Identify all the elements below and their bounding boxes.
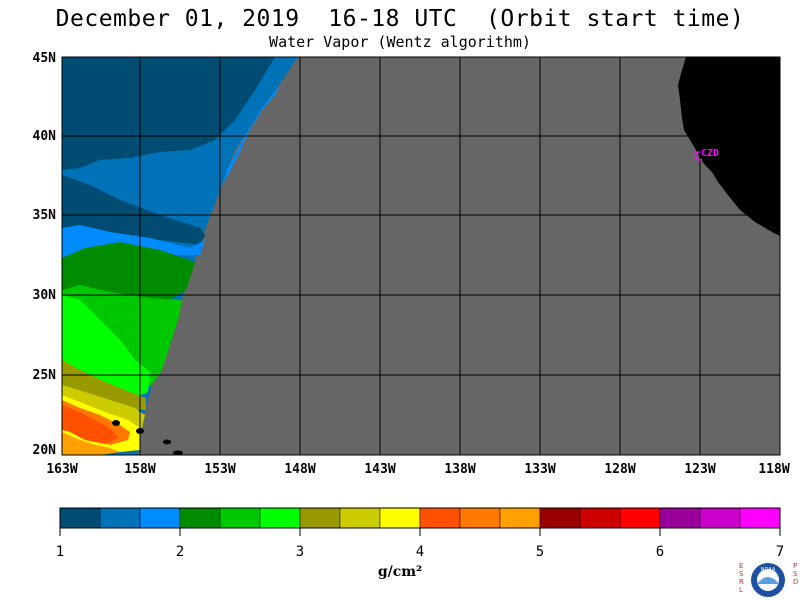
lon-label-118w: 118W [758, 462, 790, 477]
lon-label-138w: 138W [444, 462, 476, 477]
colorbar-cell [379, 507, 421, 529]
map-subtitle: Water Vapor (Wentz algorithm) [269, 33, 531, 51]
lon-label-133w: 133W [524, 462, 556, 477]
lon-label-163w: 163W [46, 462, 78, 477]
lon-label-128w: 128W [604, 462, 636, 477]
colorbar-cell [659, 507, 701, 529]
lat-label-45n: 45N [32, 51, 56, 66]
lat-label-35n: 35N [32, 208, 56, 223]
lat-label-30n: 30N [32, 288, 56, 303]
lat-label-40n: 40N [32, 129, 56, 144]
colorbar-tick-1: 1 [55, 544, 65, 560]
lat-label-25n: 25N [32, 368, 56, 383]
colorbar-cell [219, 507, 261, 529]
colorbar-cell [179, 507, 221, 529]
colorbar-cell [339, 507, 381, 529]
lon-label-143w: 143W [364, 462, 396, 477]
colorbar-tick-2: 2 [175, 544, 185, 560]
logo-text: NOAA [761, 567, 776, 573]
colorbar-tick-3: 3 [295, 544, 305, 560]
lon-label-153w: 153W [204, 462, 236, 477]
lat-lon-grid [61, 56, 781, 456]
colorbar-cell [299, 507, 341, 529]
colorbar-cell [419, 507, 461, 529]
lon-label-148w: 148W [284, 462, 316, 477]
lon-label-158w: 158W [124, 462, 156, 477]
map-title: December 01, 2019 16-18 UTC (Orbit start… [55, 6, 745, 32]
colorbar-cell [619, 507, 661, 529]
colorbar-cell [699, 507, 741, 529]
colorbar-units: g/cm² [377, 564, 423, 580]
colorbar-cell [499, 507, 541, 529]
lon-label-123w: 123W [684, 462, 716, 477]
colorbar [59, 507, 781, 536]
colorbar-cell [539, 507, 581, 529]
colorbar-tick-7: 7 [775, 544, 785, 560]
colorbar-cell [459, 507, 501, 529]
lat-label-20n: 20N [32, 443, 56, 458]
colorbar-tick-5: 5 [535, 544, 545, 560]
land-mass [678, 57, 780, 236]
colorbar-tick-6: 6 [655, 544, 665, 560]
colorbar-tick-4: 4 [415, 544, 425, 560]
station-marker: CZD [694, 148, 719, 161]
colorbar-cell [739, 507, 781, 529]
colorbar-cell [579, 507, 621, 529]
colorbar-cells [59, 507, 781, 529]
colorbar-cell [139, 507, 181, 529]
colorbar-cell [59, 507, 101, 529]
satellite-swath [62, 57, 298, 455]
colorbar-cell [259, 507, 301, 529]
colorbar-cell [99, 507, 141, 529]
station-label: CZD [701, 148, 719, 159]
